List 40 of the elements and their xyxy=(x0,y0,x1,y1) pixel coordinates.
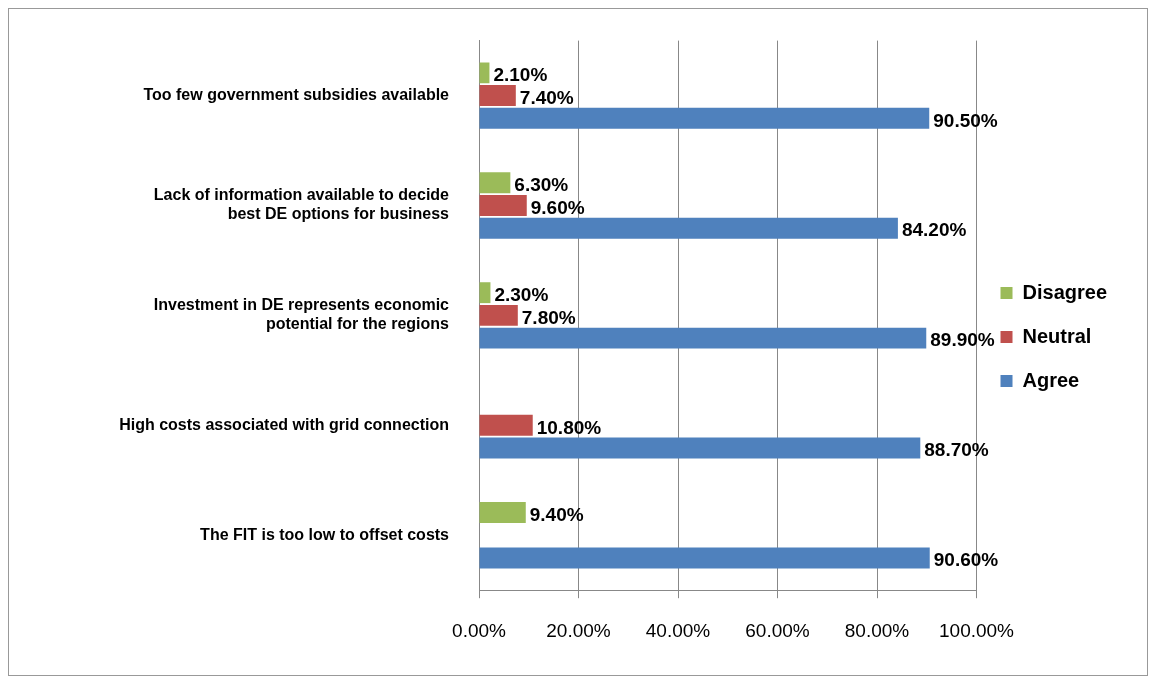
y-tick-label: The FIT is too low to offset costs xyxy=(200,525,450,543)
bar xyxy=(479,195,527,216)
legend-label: Neutral xyxy=(1022,324,1092,347)
data-label: 84.20% xyxy=(901,219,967,241)
bar xyxy=(479,62,490,84)
bar xyxy=(479,282,491,304)
bar xyxy=(479,85,516,107)
bar xyxy=(479,547,930,569)
x-tick-label: 20.00% xyxy=(546,619,611,641)
y-tick-label: Investment in DE represents economic potential for the regions xyxy=(153,296,450,333)
data-label: 90.60% xyxy=(933,549,999,571)
data-label: 7.80% xyxy=(521,306,576,328)
data-label: 89.90% xyxy=(930,329,995,351)
x-tick-label: 80.00% xyxy=(844,619,910,641)
bar xyxy=(479,304,518,326)
data-label: 2.30% xyxy=(494,283,549,305)
bar xyxy=(479,502,526,523)
data-label: 90.50% xyxy=(933,109,998,131)
x-tick-label: 40.00% xyxy=(645,619,711,641)
data-label: 2.10% xyxy=(493,64,548,86)
legend-label: Agree xyxy=(1022,368,1080,391)
bar xyxy=(479,107,930,129)
y-tick-label: Lack of information available to decide best DE options for business xyxy=(153,186,450,223)
legend-label: Disagree xyxy=(1022,280,1108,303)
data-label: 9.40% xyxy=(529,503,584,525)
y-tick-label: Too few government subsidies available xyxy=(143,85,450,103)
bar xyxy=(479,217,898,239)
data-label: 88.70% xyxy=(924,439,989,461)
data-label: 7.40% xyxy=(519,86,574,108)
bar xyxy=(479,437,921,459)
bar xyxy=(479,327,927,349)
x-tick-label: 100.00% xyxy=(939,619,1015,641)
data-label: 9.60% xyxy=(530,196,585,218)
y-tick-label: High costs associated with grid connection xyxy=(119,415,449,433)
x-tick-label: 0.00% xyxy=(452,619,507,641)
bar xyxy=(479,172,511,194)
data-label: 10.80% xyxy=(536,416,602,438)
x-tick-label: 60.00% xyxy=(745,619,810,641)
bar xyxy=(479,414,533,436)
data-label: 6.30% xyxy=(514,174,569,195)
